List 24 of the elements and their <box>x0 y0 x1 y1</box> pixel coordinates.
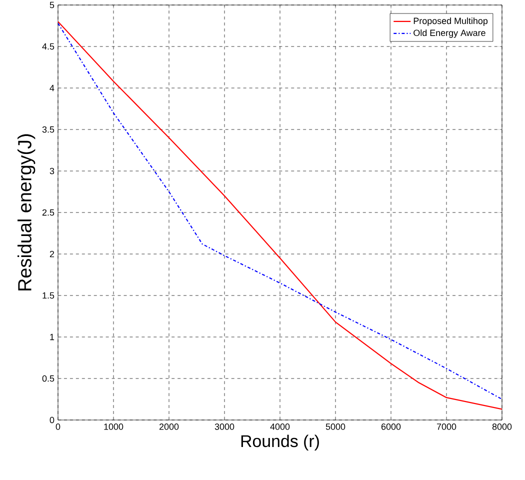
x-tick-label: 2000 <box>159 424 179 430</box>
legend-label: Proposed Multihop <box>414 17 488 26</box>
y-tick-label: 1 <box>50 334 54 340</box>
y-tick-label: 3.5 <box>42 126 54 133</box>
x-tick-label: 4000 <box>270 424 290 430</box>
x-tick-label: 6000 <box>381 424 401 430</box>
y-tick-label: 0 <box>50 416 54 424</box>
y-tick-label: 4 <box>50 84 54 92</box>
x-tick-label: 7000 <box>436 424 456 430</box>
x-tick-label: 5000 <box>326 424 346 430</box>
y-tick-label: 2 <box>50 250 54 258</box>
y-tick-label: 1.5 <box>42 292 54 299</box>
x-tick-label: 8000 <box>492 424 512 430</box>
x-axis-title: Rounds (r) <box>241 434 319 450</box>
y-tick-label: 3 <box>50 168 54 174</box>
legend-label: Old Energy Aware <box>414 29 486 38</box>
y-tick-label: 0.5 <box>42 375 54 382</box>
y-tick-label: 2.5 <box>42 209 54 216</box>
y-tick-label: 4.5 <box>42 43 54 50</box>
x-tick-label: 1000 <box>104 424 124 430</box>
y-tick-label: 5 <box>50 2 54 8</box>
x-tick-label: 0 <box>56 424 60 430</box>
y-axis-title: Residual energy(J) <box>18 134 36 290</box>
x-tick-label: 3000 <box>214 424 234 430</box>
